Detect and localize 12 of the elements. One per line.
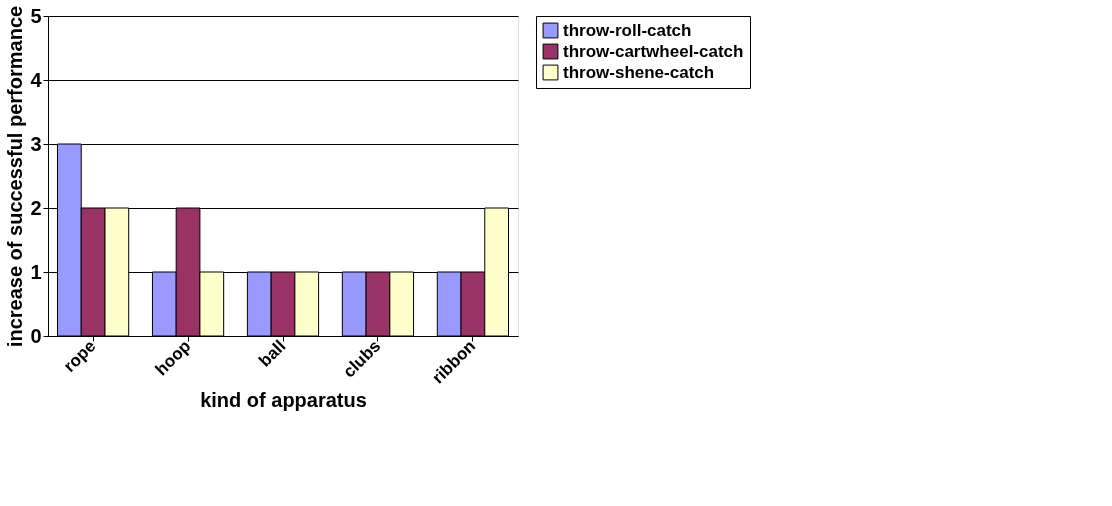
y-tick-label: 0: [30, 324, 42, 347]
y-tick-label: 2: [30, 196, 42, 219]
legend-label: throw-cartwheel-catch: [563, 41, 744, 61]
x-axis-title: kind of apparatus: [200, 388, 367, 411]
legend-label: throw-roll-catch: [563, 20, 692, 40]
y-tick-label: 4: [30, 68, 43, 91]
y-axis-title: increase of successful performance: [4, 5, 27, 348]
x-tick-label: ball: [255, 336, 290, 371]
y-tick-label: 3: [30, 132, 42, 155]
legend-label: throw-shene-catch: [563, 62, 715, 82]
y-tick-label: 5: [30, 4, 42, 27]
y-tick-label: 1: [30, 260, 42, 283]
